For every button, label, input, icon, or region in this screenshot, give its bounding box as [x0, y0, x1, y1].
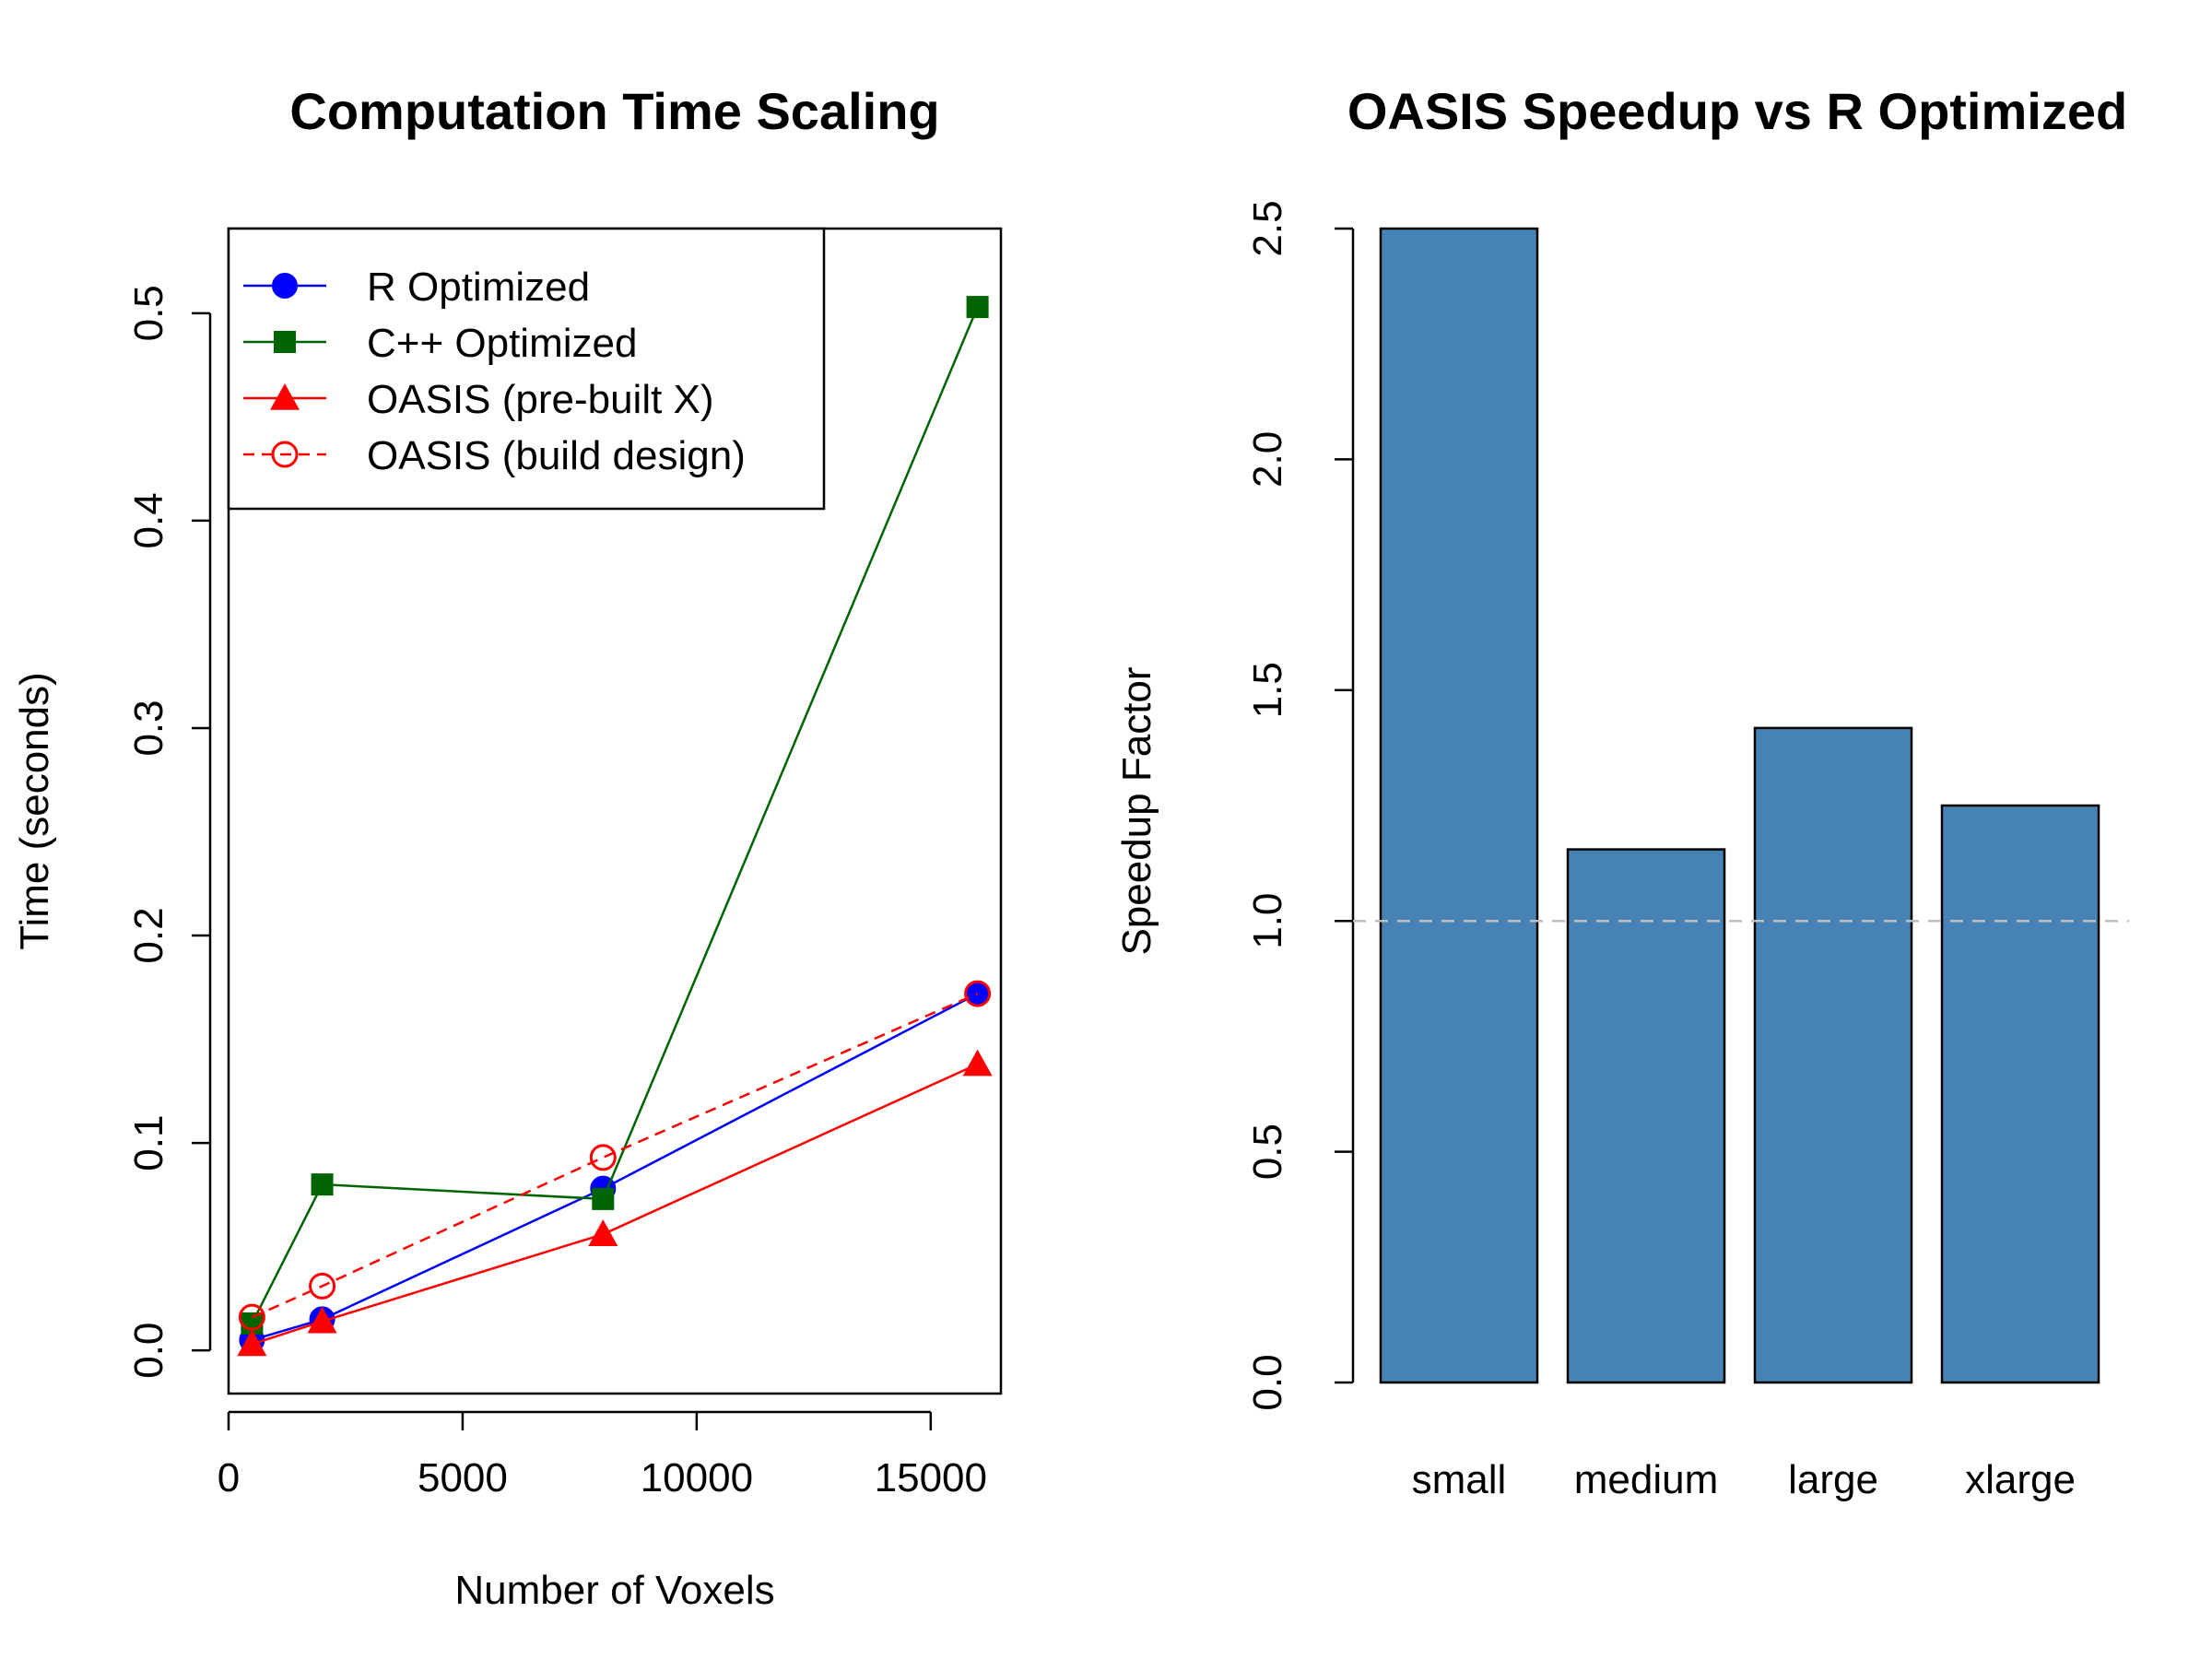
line-chart-legend: R Optimized C++ Optimized OASIS (pre-built…: [227, 227, 826, 511]
legend-box: [227, 227, 826, 511]
y-tick-label: 0.4: [126, 492, 171, 548]
series-line: [251, 992, 979, 1319]
bar-chart-category-labels: small medium large xlarge: [1412, 1457, 2076, 1502]
bar-chart-bars-group: [1379, 227, 2100, 1384]
legend-item-1: R Optimized: [243, 265, 590, 310]
data-point: [592, 1187, 615, 1210]
line-chart-y-axis: 0.0 0.1 0.2 0.3 0.4 0.5: [126, 285, 212, 1379]
data-point: [307, 1306, 337, 1334]
data-point: [309, 1272, 336, 1300]
bar-chart: OASIS Speedup vs R Optimized 0.0 0.5 1.0 1.…: [1114, 82, 2129, 1502]
legend-marker: [272, 273, 298, 299]
y-tick-label: 0.2: [126, 907, 171, 963]
bar-chart-y-axis: 0.0 0.5 1.0 1.5 2.0 2.5: [1245, 200, 1355, 1411]
line-chart-x-axis: 0 5000 10000 15000: [218, 1410, 987, 1500]
legend-label: OASIS (pre-built X): [367, 377, 714, 422]
legend-marker: [274, 331, 296, 353]
line-chart-x-label: Number of Voxels: [454, 1568, 774, 1613]
x-tick-label: 0: [218, 1455, 240, 1500]
line-chart-series-group: [237, 296, 993, 1357]
legend-marker: [271, 441, 299, 468]
bar-large: [1753, 726, 1913, 1384]
legend-marker: [270, 383, 300, 410]
series-4: [238, 980, 992, 1331]
y-tick-label: 0.0: [126, 1323, 171, 1379]
bar-chart-title: OASIS Speedup vs R Optimized: [1347, 82, 2127, 140]
legend-label: C++ Optimized: [367, 321, 637, 366]
series-line: [251, 306, 979, 1324]
data-point: [962, 1049, 993, 1077]
y-tick-label: 1.0: [1245, 893, 1290, 949]
x-tick-label: 5000: [418, 1455, 508, 1500]
data-point: [966, 296, 989, 319]
series-2: [241, 296, 989, 1335]
legend-item-2: C++ Optimized: [243, 321, 637, 366]
legend-item-4: OASIS (build design): [243, 433, 746, 478]
line-chart: Computation Time Scaling 0 5000 10000 15000…: [12, 82, 1003, 1613]
y-tick-label: 0.5: [1245, 1124, 1290, 1180]
data-point: [964, 980, 992, 1007]
legend-label: OASIS (build design): [367, 433, 746, 478]
category-label: medium: [1574, 1457, 1719, 1502]
y-tick-label: 1.5: [1245, 662, 1290, 718]
series-line: [252, 1063, 979, 1346]
data-point: [589, 1144, 617, 1171]
data-point: [588, 1219, 618, 1246]
y-tick-label: 0.0: [1245, 1354, 1290, 1410]
legend-label: R Optimized: [367, 265, 590, 310]
data-point: [311, 1173, 334, 1196]
data-point: [237, 1329, 267, 1357]
legend-item-3: OASIS (pre-built X): [243, 377, 714, 422]
bar-small: [1379, 227, 1539, 1384]
line-chart-y-label: Time (seconds): [12, 672, 57, 950]
y-tick-label: 0.5: [126, 285, 171, 341]
y-tick-label: 2.5: [1245, 200, 1290, 256]
x-tick-label: 10000: [641, 1455, 753, 1500]
bar-xlarge: [1940, 804, 2100, 1384]
y-tick-label: 0.3: [126, 700, 171, 756]
bar-medium: [1566, 848, 1726, 1384]
x-tick-label: 15000: [875, 1455, 987, 1500]
category-label: large: [1788, 1457, 1878, 1502]
bar-chart-y-label: Speedup Factor: [1114, 666, 1159, 955]
data-point: [238, 1303, 265, 1331]
series-line: [252, 992, 979, 1342]
y-tick-label: 2.0: [1245, 431, 1290, 488]
line-chart-title: Computation Time Scaling: [289, 82, 939, 140]
series-3: [237, 1049, 993, 1357]
category-label: small: [1412, 1457, 1507, 1502]
y-tick-label: 0.1: [126, 1115, 171, 1171]
category-label: xlarge: [1965, 1457, 2076, 1502]
